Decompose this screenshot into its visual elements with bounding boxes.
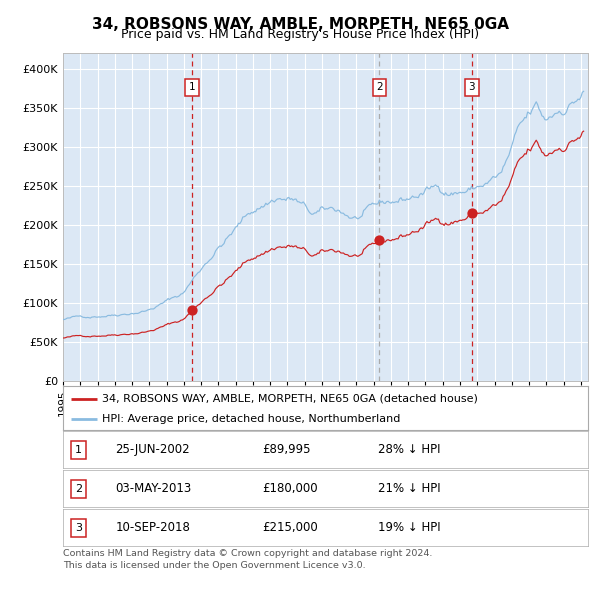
Text: Contains HM Land Registry data © Crown copyright and database right 2024.
This d: Contains HM Land Registry data © Crown c…	[63, 549, 433, 570]
Text: £89,995: £89,995	[263, 443, 311, 457]
Text: HPI: Average price, detached house, Northumberland: HPI: Average price, detached house, Nort…	[103, 414, 401, 424]
Text: 03-MAY-2013: 03-MAY-2013	[115, 482, 192, 496]
Point	[187, 306, 197, 315]
Text: 1: 1	[75, 445, 82, 455]
Text: £180,000: £180,000	[263, 482, 318, 496]
Text: 21% ↓ HPI: 21% ↓ HPI	[378, 482, 440, 496]
Point	[467, 208, 477, 218]
Text: 3: 3	[75, 523, 82, 533]
Text: 2: 2	[376, 83, 383, 93]
Text: 25-JUN-2002: 25-JUN-2002	[115, 443, 190, 457]
Text: 1: 1	[189, 83, 196, 93]
Text: 3: 3	[469, 83, 475, 93]
Text: Price paid vs. HM Land Registry's House Price Index (HPI): Price paid vs. HM Land Registry's House …	[121, 28, 479, 41]
Text: 19% ↓ HPI: 19% ↓ HPI	[378, 521, 440, 535]
Text: 28% ↓ HPI: 28% ↓ HPI	[378, 443, 440, 457]
Text: 2: 2	[75, 484, 82, 494]
Point	[374, 235, 384, 245]
Text: 34, ROBSONS WAY, AMBLE, MORPETH, NE65 0GA (detached house): 34, ROBSONS WAY, AMBLE, MORPETH, NE65 0G…	[103, 394, 478, 404]
Text: 10-SEP-2018: 10-SEP-2018	[115, 521, 190, 535]
Text: 34, ROBSONS WAY, AMBLE, MORPETH, NE65 0GA: 34, ROBSONS WAY, AMBLE, MORPETH, NE65 0G…	[91, 17, 509, 31]
Text: £215,000: £215,000	[263, 521, 318, 535]
